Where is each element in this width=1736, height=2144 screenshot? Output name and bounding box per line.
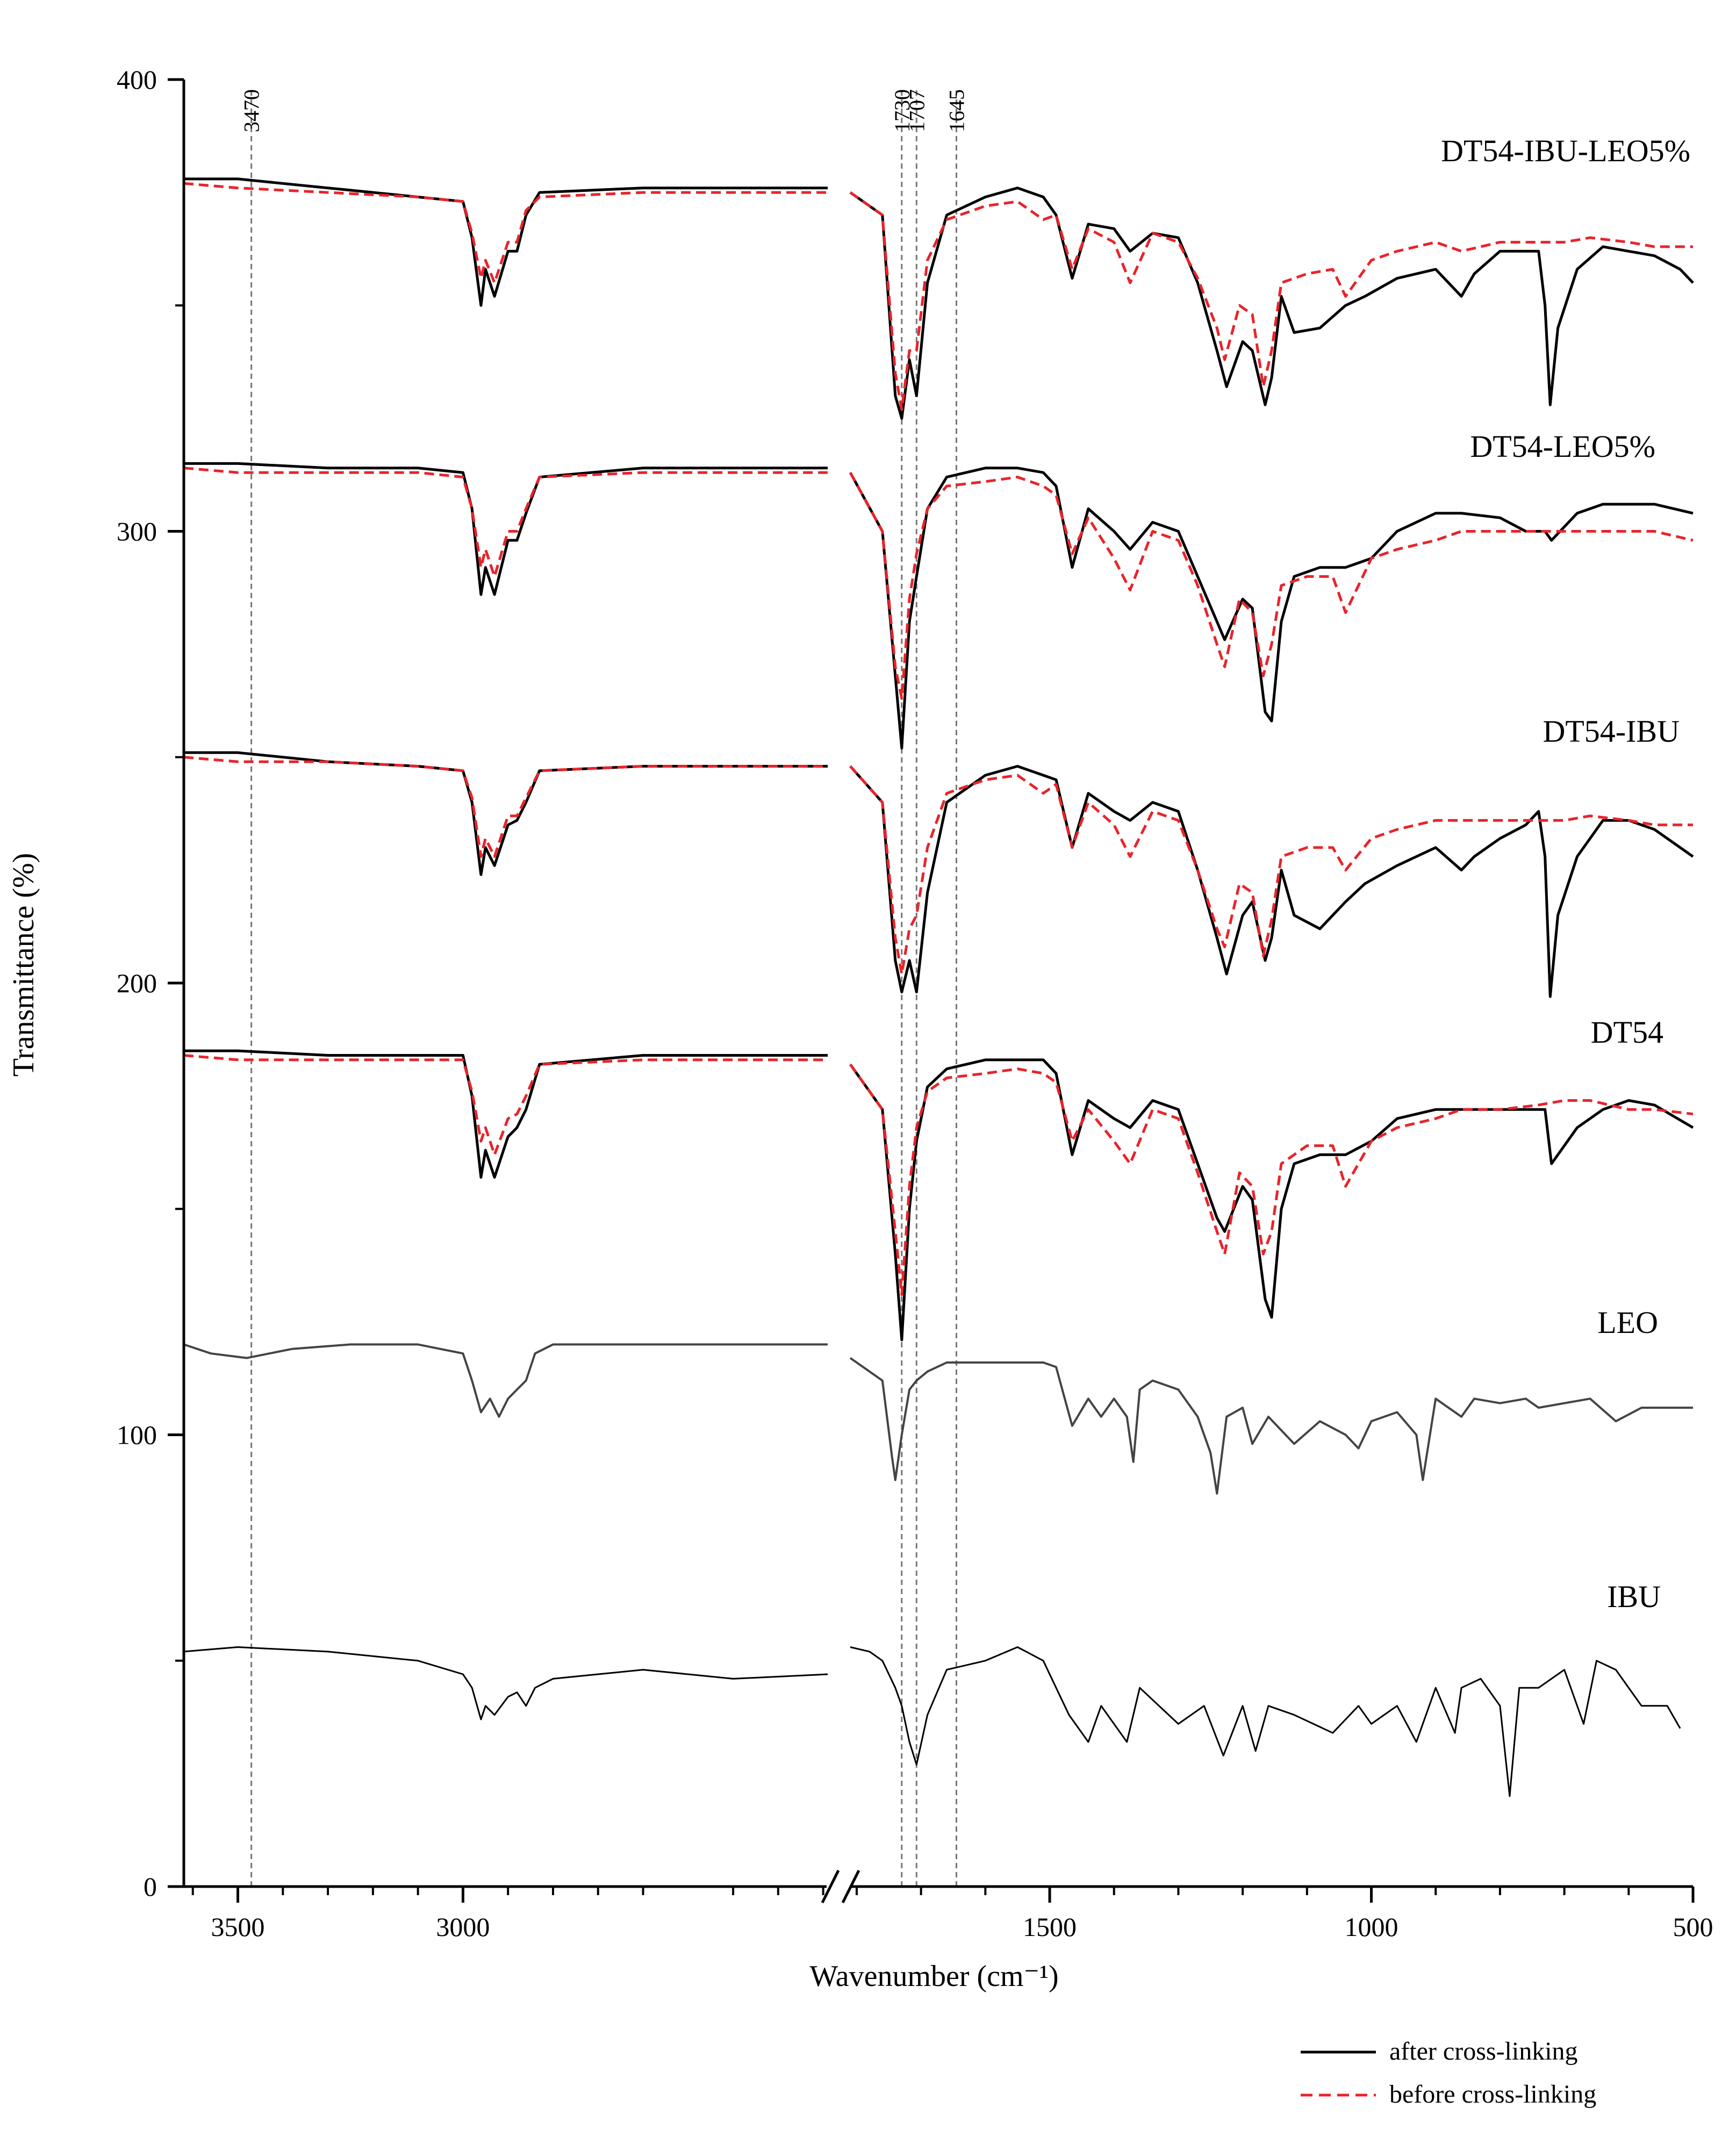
legend: after cross-linking before cross-linking [1301,2037,1596,2109]
y-tick-label: 100 [117,1420,157,1450]
x-tick-label: 1500 [1023,1912,1077,1942]
x-tick-label: 3500 [211,1912,265,1942]
series-line [850,1646,1681,1797]
series-dt54-before [183,1054,1694,1296]
series-label-dt54-ibu: DT54-IBU [1543,714,1680,749]
series-label-dt54-leo5-: DT54-LEO5% [1470,429,1655,464]
axes: 0 100 200 300 400 3500 3000 1500 1000 500 [117,64,1713,1942]
series-label-dt54: DT54 [1591,1015,1663,1050]
reference-line-label: 1730 [890,89,914,132]
series-dt54-leo5--after [184,462,1694,750]
series-line [183,1646,828,1720]
series-line [849,472,1694,700]
y-axis-title: Transmittance (%) [7,853,40,1077]
x-tick-label: 500 [1673,1912,1713,1942]
y-tick-label: 0 [144,1871,157,1902]
legend-label: after cross-linking [1389,2037,1578,2066]
series-line [183,182,828,284]
series-dt54-ibu-before [183,756,1693,976]
y-tick-label: 300 [117,517,157,547]
series-dt54-leo5--before [183,467,1694,700]
series-dt54-ibu-leo5--after [184,177,1694,420]
y-tick-label: 400 [117,64,157,95]
series-line [183,1343,828,1418]
legend-label: before cross-linking [1389,2080,1596,2109]
series-line [849,765,1694,998]
series-leo-single [183,1343,1693,1495]
series-label-leo: LEO [1597,1305,1658,1340]
series-line [184,751,828,876]
series-labels: DT54-IBU-LEO5% DT54-LEO5% DT54-IBU DT54 LEO I… [1441,133,1690,1614]
reference-line-label: 1645 [944,89,969,132]
series-line [849,1058,1694,1342]
series-dt54-after [184,1049,1694,1342]
axis-break-mark [821,1869,840,1904]
series-line [184,177,828,307]
axis-break-mark [841,1869,860,1904]
series-dt54-ibu-leo5--before [183,182,1693,411]
series-line [849,467,1694,750]
series-line [849,191,1693,411]
series-line [849,1063,1694,1296]
series-layer [183,177,1694,1797]
series-dt54-ibu-after [184,751,1694,998]
series-line [184,1049,828,1179]
reference-line-label: 1707 [905,89,929,132]
series-label-dt54-ibu-leo5-: DT54-IBU-LEO5% [1441,133,1690,168]
series-line [849,187,1694,420]
series-label-ibu: IBU [1607,1579,1661,1614]
series-line [183,756,828,858]
series-ibu-single [183,1646,1681,1797]
reference-line-label: 3470 [240,89,264,132]
x-tick-label: 1000 [1345,1912,1398,1942]
x-axis-title: Wavenumber (cm⁻¹) [809,1960,1058,1993]
x-tick-label: 3000 [436,1912,490,1942]
series-line [849,1357,1693,1495]
series-line [183,467,828,578]
series-line [184,462,828,596]
series-line [183,1054,828,1156]
series-line [849,765,1693,976]
y-tick-label: 200 [117,968,157,998]
